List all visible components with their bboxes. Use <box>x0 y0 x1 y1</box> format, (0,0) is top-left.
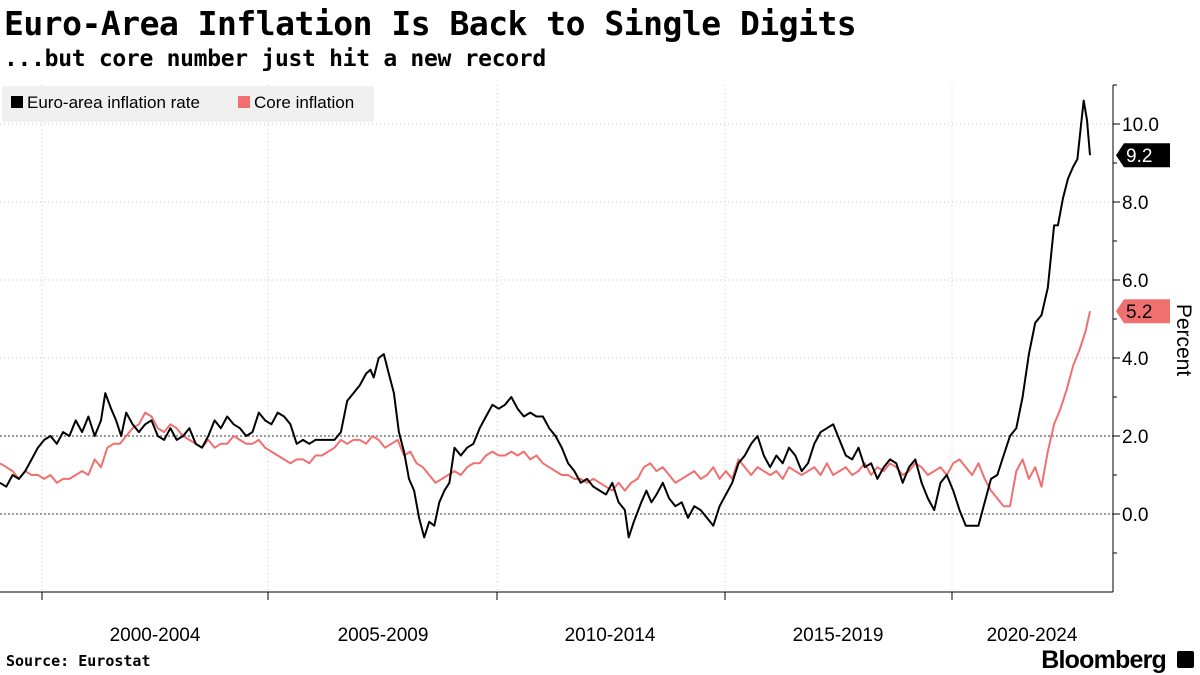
series-line-inflation <box>0 99 1091 539</box>
last-value-tag-inflation: 9.2 <box>1116 143 1170 168</box>
series-line-core <box>0 310 1091 508</box>
y-tick-label: 0.0 <box>1122 505 1148 526</box>
chart-subtitle: ...but core number just hit a new record <box>4 46 546 72</box>
x-tick-label: 2020-2024 <box>987 625 1078 646</box>
last-value-tag-core: 5.2 <box>1116 299 1170 324</box>
legend-label-core: Core inflation <box>254 93 354 112</box>
source-note: Source: Eurostat <box>6 652 151 670</box>
tag-shape <box>1116 143 1170 168</box>
bloomberg-logo: Bloomberg <box>1041 646 1167 674</box>
x-tick-label: 2010-2014 <box>565 625 656 646</box>
series-lines <box>0 99 1091 539</box>
x-tick-label: 2005-2009 <box>338 625 429 646</box>
terminal-icon <box>1177 651 1194 668</box>
tag-shape <box>1116 299 1170 324</box>
legend-label-inflation: Euro-area inflation rate <box>27 93 200 112</box>
legend-swatch-core <box>238 96 250 108</box>
y-tick-label: 2.0 <box>1122 427 1148 448</box>
y-tick-label: 4.0 <box>1122 349 1148 370</box>
y-tick-label: 8.0 <box>1122 193 1148 214</box>
grid-lines <box>0 85 1113 592</box>
x-tick-label: 2015-2019 <box>793 625 884 646</box>
y-tick-label: 6.0 <box>1122 271 1148 292</box>
x-tick-label: 2000-2004 <box>110 625 201 646</box>
x-axis: 2000-2004 2005-2009 2010-2014 2015-2019 2020… <box>0 591 1113 646</box>
last-value-tags: 9.2 5.2 <box>1116 143 1170 324</box>
legend: Euro-area inflation rate Core inflation <box>2 86 374 122</box>
tag-value: 5.2 <box>1126 302 1152 323</box>
y-axis: 0.0 2.0 4.0 6.0 8.0 10.0 Percent <box>1112 84 1195 592</box>
chart-title: Euro-Area Inflation Is Back to Single Di… <box>4 4 857 43</box>
legend-swatch-inflation <box>11 96 23 108</box>
y-tick-label: 10.0 <box>1122 115 1159 136</box>
legend-background <box>2 86 374 122</box>
tag-value: 9.2 <box>1126 146 1152 167</box>
y-axis-title: Percent <box>1172 304 1195 377</box>
